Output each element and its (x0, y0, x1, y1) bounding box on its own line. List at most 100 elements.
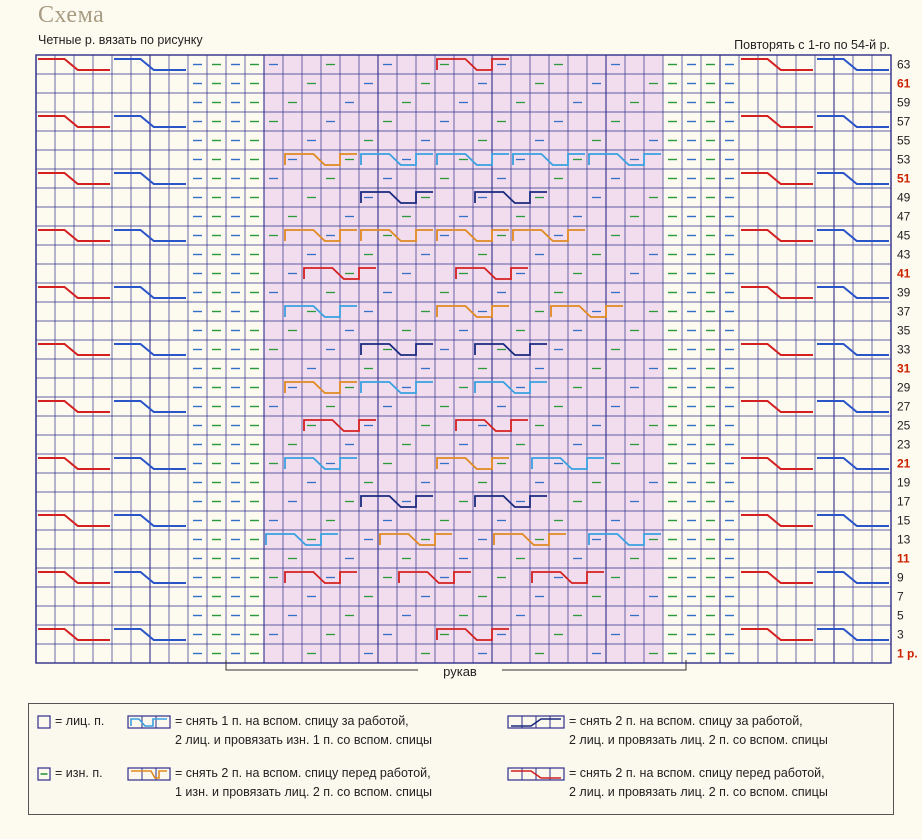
legend-cable-4: = снять 2 п. на вспом. спицу перед работ… (507, 764, 828, 802)
legend-knit: = лиц. п. (37, 712, 104, 731)
legend-cable-2: = снять 2 п. на вспом. спицу перед работ… (127, 764, 432, 802)
cable-mark (38, 457, 110, 470)
row-labels: 6361595755535149474543413937353331292725… (897, 58, 918, 661)
cable-mark (38, 286, 110, 299)
row-label: 5 (897, 609, 904, 623)
row-label: 9 (897, 571, 904, 585)
cable-mark (455, 267, 528, 280)
purl-stitch-icon (37, 767, 51, 781)
legend-cable-1-line2: 2 лиц. и провязать изн. 1 п. со вспом. с… (175, 733, 432, 747)
cable-mark (493, 533, 566, 546)
row-label: 23 (897, 438, 911, 452)
row-label: 61 (897, 77, 911, 91)
cable-symbols (38, 58, 889, 641)
legend-cable-2-line1: = снять 2 п. на вспом. спицу перед работ… (175, 766, 431, 780)
cable-mark (303, 419, 376, 432)
row-label: 21 (897, 457, 911, 471)
cable-mark (741, 172, 813, 185)
row-label: 29 (897, 381, 911, 395)
cable-mark (284, 381, 357, 394)
cable-mark (114, 514, 186, 527)
legend-knit-label: = лиц. п. (55, 714, 105, 728)
legend-cable-3: = снять 2 п. на вспом. спицу за работой,… (507, 712, 828, 750)
cable-mark (436, 457, 509, 470)
row-label: 41 (897, 267, 911, 281)
stitch-marks (193, 63, 734, 655)
subtitle: Четные р. вязать по рисунку (38, 33, 203, 47)
cable-mark (741, 628, 813, 641)
row-label: 7 (897, 590, 904, 604)
row-label: 39 (897, 286, 911, 300)
cable-mark (38, 400, 110, 413)
cable-mark (436, 229, 509, 242)
cable-mark (38, 343, 110, 356)
cable-mark (114, 571, 186, 584)
cable-mark (265, 533, 338, 546)
grid-lines (35, 54, 892, 664)
row-label: 15 (897, 514, 911, 528)
row-label: 19 (897, 476, 911, 490)
cable-mark (114, 172, 186, 185)
row-label: 31 (897, 362, 911, 376)
cable-mark (38, 172, 110, 185)
knitting-chart: 6361595755535149474543413937353331292725… (35, 54, 918, 679)
cable-mark (531, 457, 604, 470)
cable-mark (741, 571, 813, 584)
cable-mark (284, 229, 357, 242)
sleeve-label: рукав (443, 664, 477, 679)
cable-mark (817, 343, 889, 356)
sleeve-bracket: рукав (225, 660, 687, 679)
cable-mark (474, 381, 547, 394)
cable-mark (360, 495, 433, 508)
cable-mark (114, 286, 186, 299)
row-label: 49 (897, 191, 911, 205)
cable-mark (474, 191, 547, 204)
cable-mark (360, 153, 433, 166)
cable-mark (741, 115, 813, 128)
cable-mark (741, 286, 813, 299)
cable-mark (303, 267, 376, 280)
row-label: 13 (897, 533, 911, 547)
cable-mark (284, 571, 357, 584)
cable-left-purl-icon (127, 767, 171, 781)
cable-mark (741, 58, 813, 71)
repeat-note: Повторять с 1-го по 54-й р. (734, 38, 890, 52)
cable-mark (38, 115, 110, 128)
legend-cable-4-line1: = снять 2 п. на вспом. спицу перед работ… (569, 766, 825, 780)
cable-mark (360, 343, 433, 356)
cable-mark (741, 514, 813, 527)
cable-mark (588, 533, 661, 546)
knit-stitch-icon (37, 715, 51, 729)
legend-cable-1: = снять 1 п. на вспом. спицу за работой,… (127, 712, 432, 750)
legend-box: = лиц. п. = снять 1 п. на вспом. спицу з… (28, 703, 894, 815)
cable-mark (817, 457, 889, 470)
cable-mark (38, 628, 110, 641)
cable-mark (114, 115, 186, 128)
page-title: Схема (38, 2, 105, 28)
cable-mark (284, 305, 357, 318)
cable-mark (455, 419, 528, 432)
cable-mark (436, 628, 509, 641)
legend-cable-1-line1: = снять 1 п. на вспом. спицу за работой, (175, 714, 409, 728)
cable-mark (38, 514, 110, 527)
row-label: 35 (897, 324, 911, 338)
cable-mark (114, 628, 186, 641)
cable-mark (741, 229, 813, 242)
cable-mark (38, 58, 110, 71)
legend-cable-4-line2: 2 лиц. и провязать лиц. 2 п. со вспом. с… (569, 785, 828, 799)
cable-mark (114, 343, 186, 356)
cable-mark (817, 172, 889, 185)
cable-mark (436, 153, 509, 166)
cable-mark (817, 628, 889, 641)
cable-right-purl-icon (127, 715, 171, 729)
grid-border (35, 54, 892, 664)
legend-cable-2-line2: 1 изн. и провязать лиц. 2 п. со вспом. с… (175, 785, 432, 799)
row-label: 25 (897, 419, 911, 433)
cable-mark (436, 58, 509, 71)
row-label: 63 (897, 58, 911, 72)
cable-mark (114, 457, 186, 470)
cable-mark (114, 58, 186, 71)
row-label: 11 (897, 552, 910, 566)
row-label: 17 (897, 495, 911, 509)
legend-cable-3-line1: = снять 2 п. на вспом. спицу за работой, (569, 714, 803, 728)
